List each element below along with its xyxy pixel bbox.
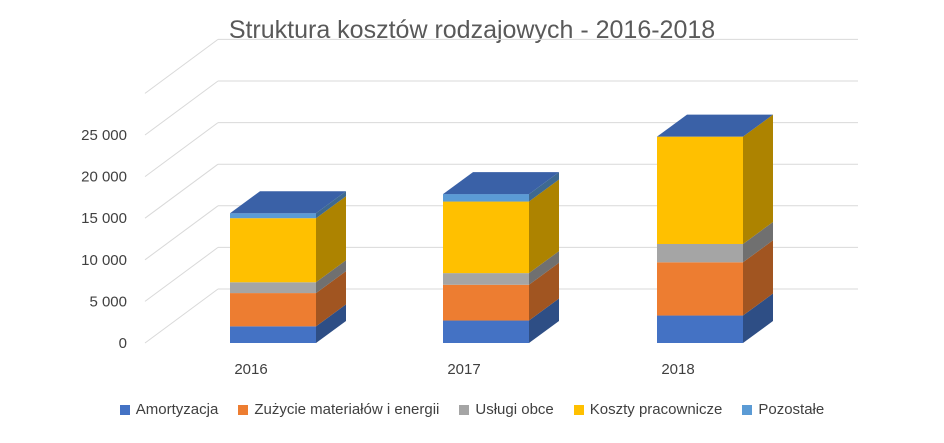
legend-item: Pozostałe (742, 401, 824, 418)
x-tick-label: 2018 (661, 361, 694, 378)
bar-top (443, 172, 559, 195)
bar-segment-side (316, 304, 346, 343)
bar-segment (443, 194, 529, 202)
bar-segment (657, 315, 743, 343)
gridline-diagonal (144, 38, 219, 94)
bar-segment (657, 136, 743, 244)
bar-segment (230, 293, 316, 327)
bar-segment-side (316, 191, 346, 219)
legend-label: Amortyzacja (135, 401, 219, 418)
gridline-diagonal (144, 246, 219, 302)
legend-label: Koszty pracownicze (589, 401, 723, 418)
gridline-diagonal (144, 288, 219, 344)
bar-segment (443, 273, 529, 285)
bar-segment-side (529, 172, 559, 202)
legend-item: Koszty pracownicze (573, 401, 723, 418)
legend-label: Usługi obce (475, 401, 554, 418)
x-tick-label: 2016 (234, 361, 267, 378)
bar-segment (230, 282, 316, 294)
y-tick-label: 0 (119, 335, 127, 352)
y-tick-label: 25 000 (81, 127, 127, 144)
bar-segment (443, 320, 529, 343)
bar-top (230, 191, 346, 214)
gridline-diagonal (144, 122, 219, 178)
y-axis-ticks: 0 5 000 10 000 15 000 20 000 25 000 (81, 127, 127, 352)
legend-swatch (742, 404, 753, 415)
bar-segment (230, 213, 316, 219)
gridline-diagonal (144, 163, 219, 219)
bar-segment (230, 326, 316, 343)
legend-swatch (459, 404, 470, 415)
bar-segment-side (529, 298, 559, 343)
legend-swatch (119, 404, 130, 415)
y-tick-label: 5 000 (89, 293, 127, 310)
gridline-diagonal (144, 205, 219, 261)
bar-segment (443, 201, 529, 274)
y-tick-label: 20 000 (81, 169, 127, 186)
legend-swatch (573, 404, 584, 415)
bar-segment-side (743, 240, 773, 316)
x-axis-ticks: 2016 2017 2018 (234, 361, 694, 378)
legend-swatch (238, 404, 249, 415)
bar-segment-side (743, 293, 773, 343)
bar-segment-side (316, 196, 346, 283)
y-tick-label: 10 000 (81, 252, 127, 269)
bar-segment-side (316, 260, 346, 294)
chart-legend: Amortyzacja Zużycie materiałów i energii U… (0, 401, 944, 418)
bar-segment-side (529, 179, 559, 274)
gridline-diagonal (144, 80, 219, 136)
legend-label: Zużycie materiałów i energii (254, 401, 440, 418)
chart-bars (230, 114, 773, 343)
bar-top (657, 114, 773, 137)
bar-segment (443, 284, 529, 321)
bar-segment-side (529, 262, 559, 321)
bar-segment (230, 218, 316, 283)
bar-segment (657, 262, 743, 316)
bar-segment-side (743, 114, 773, 244)
bar-segment-side (316, 271, 346, 327)
legend-item: Zużycie materiałów i energii (238, 401, 439, 418)
y-tick-label: 15 000 (81, 210, 127, 227)
x-tick-label: 2017 (447, 361, 480, 378)
bar-segment-side (743, 221, 773, 263)
legend-label: Pozostałe (758, 401, 825, 418)
legend-item: Usługi obce (459, 401, 554, 418)
bar-segment-side (529, 251, 559, 285)
bar-segment (657, 243, 743, 263)
legend-item: Amortyzacja (119, 401, 219, 418)
